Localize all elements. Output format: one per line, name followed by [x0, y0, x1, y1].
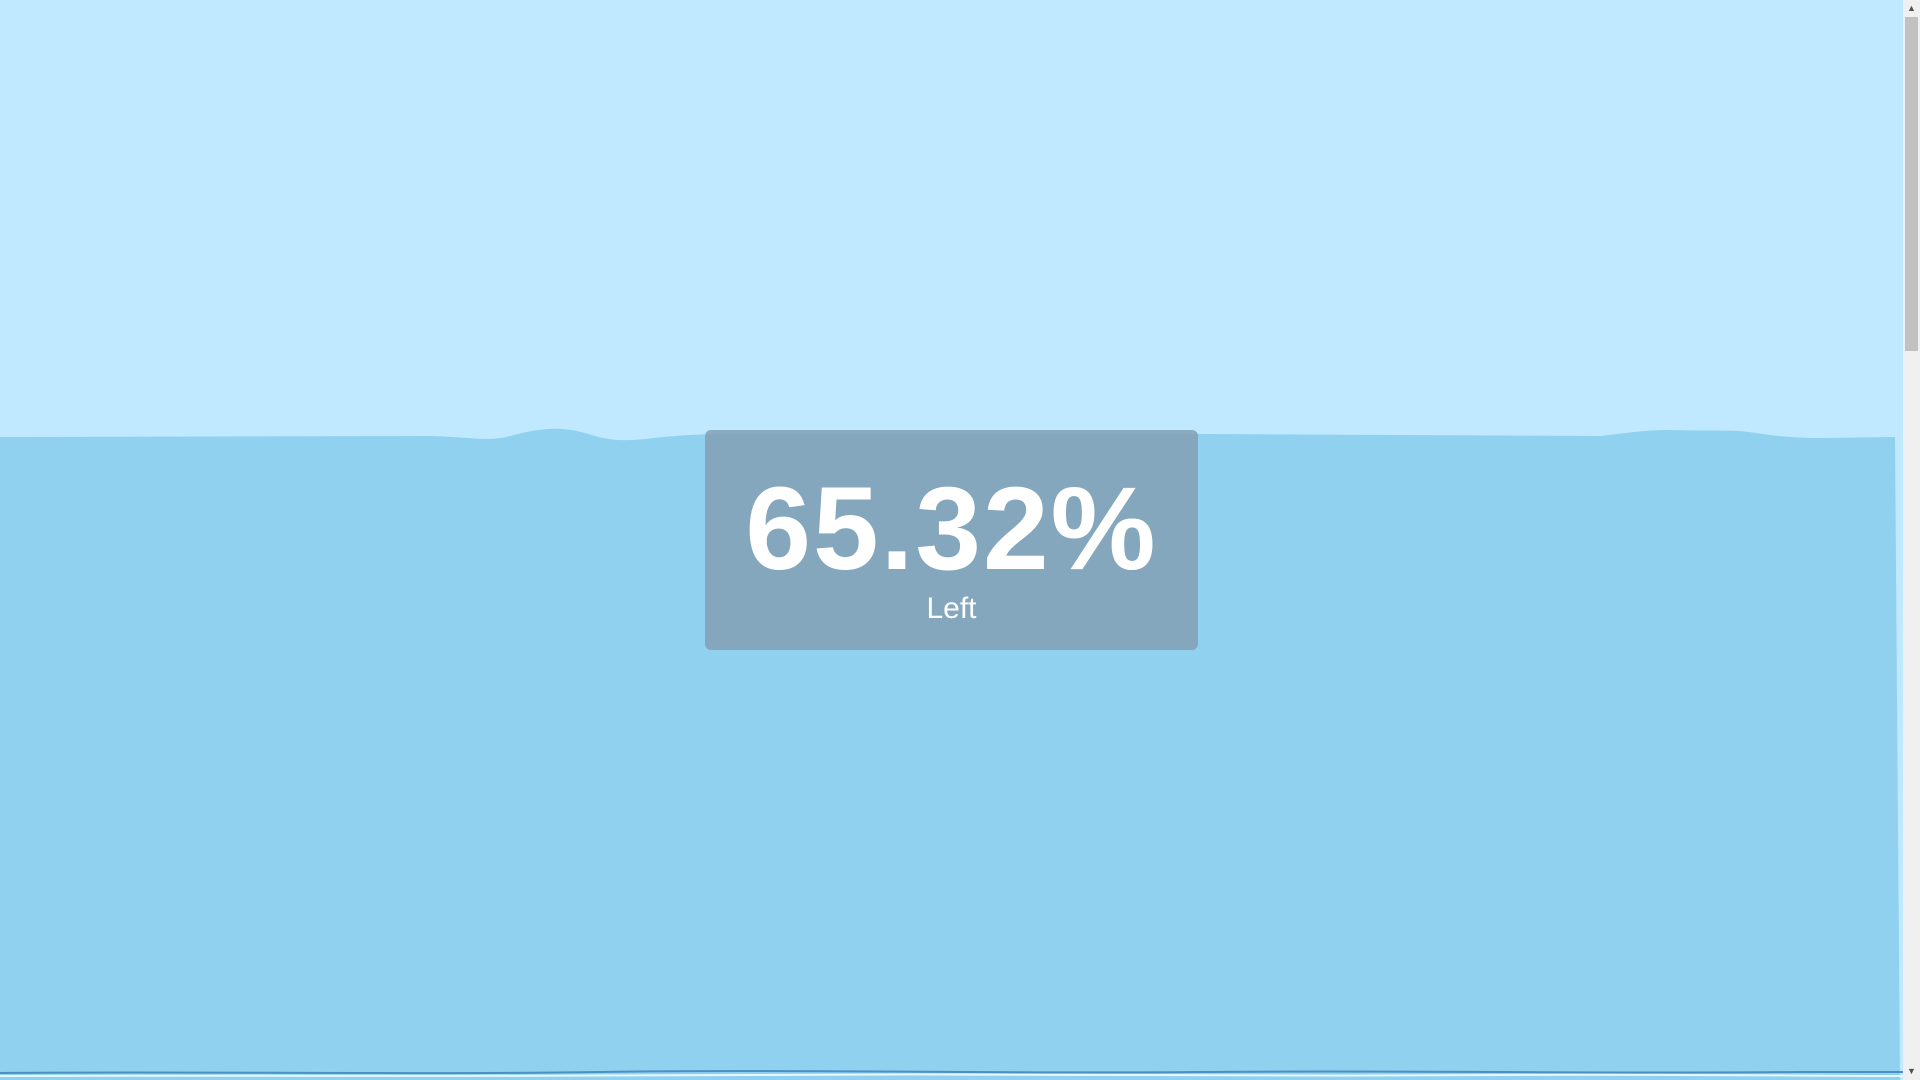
bottom-wave	[0, 1070, 1903, 1075]
status-label: Left	[926, 592, 977, 625]
percentage-remaining: 65.32%	[745, 463, 1158, 595]
vertical-scrollbar[interactable]: ▲ ▼	[1903, 0, 1920, 1080]
progress-readout-panel: 65.32% Left	[705, 430, 1198, 650]
triangle-up-icon[interactable]: ▲	[1907, 3, 1916, 13]
triangle-down-icon[interactable]: ▼	[1907, 1066, 1916, 1076]
scrollbar-thumb[interactable]	[1905, 17, 1918, 351]
water-body	[0, 428, 1900, 1080]
bottom-wave-highlight	[0, 1073, 1903, 1077]
